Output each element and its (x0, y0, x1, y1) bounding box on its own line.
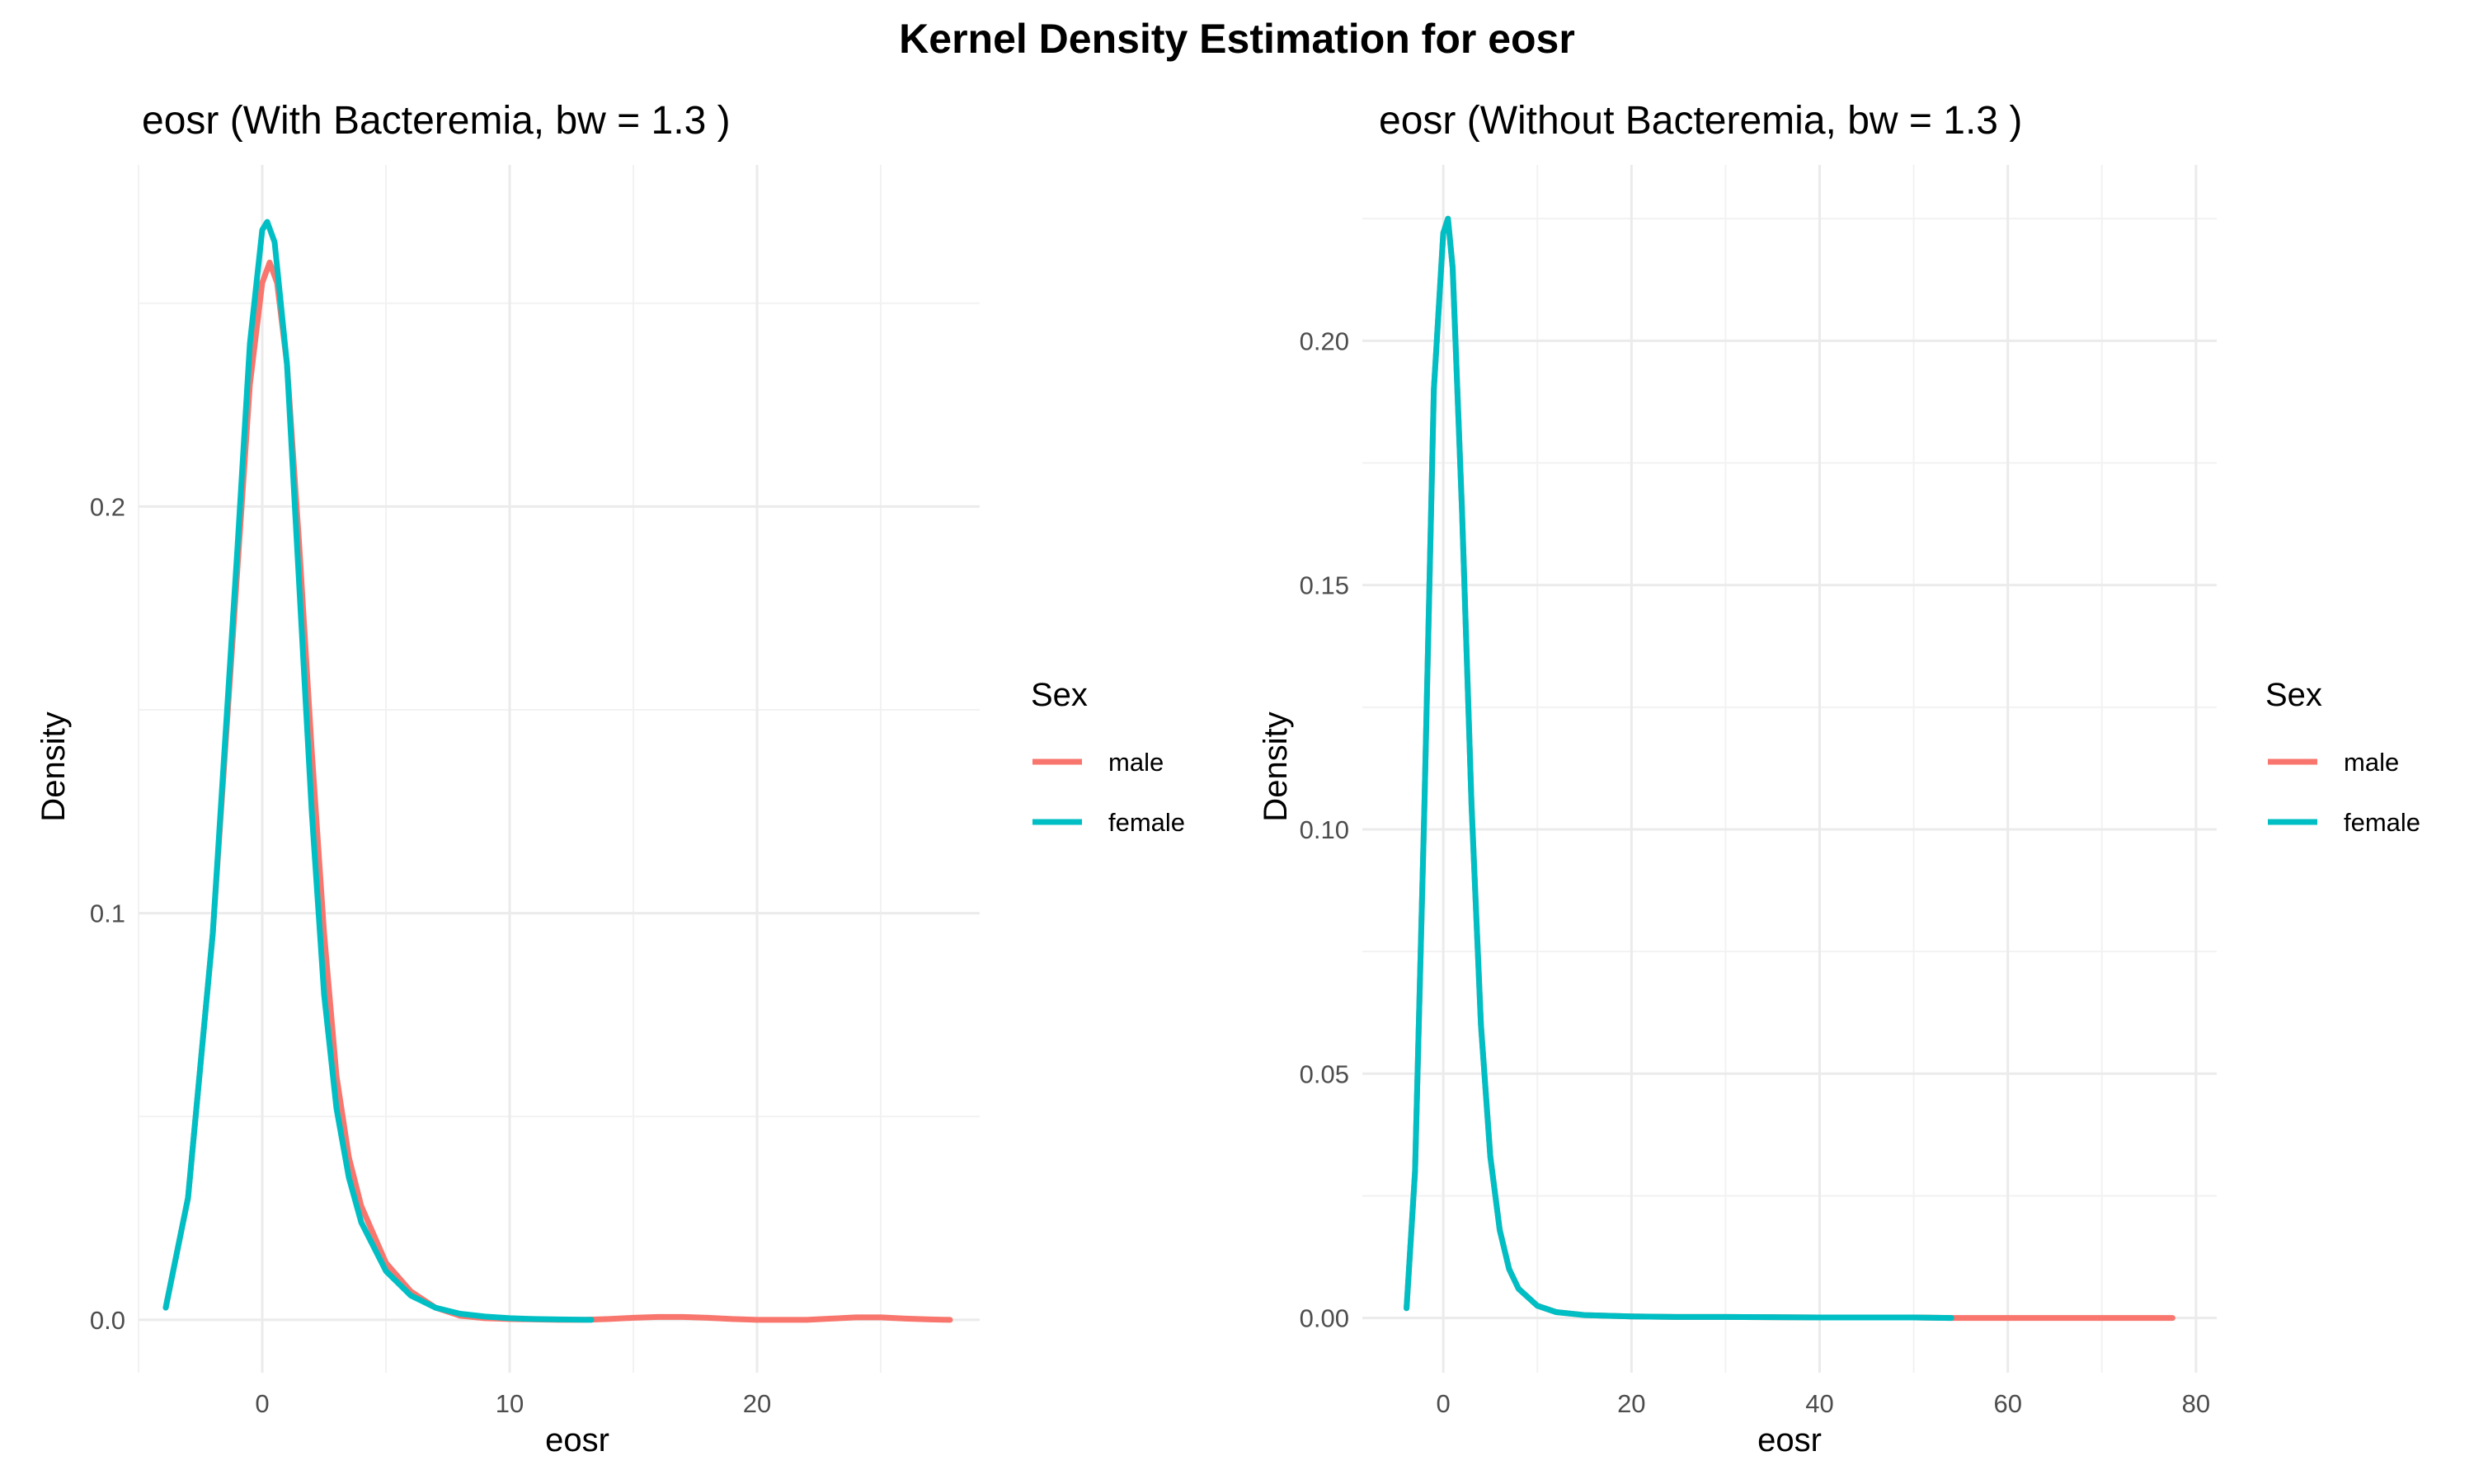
x-tick-label: 0 (1436, 1389, 1450, 1418)
panel-title: eosr (Without Bacteremia, bw = 1.3 ) (1379, 99, 2022, 143)
x-tick-label: 20 (743, 1389, 771, 1418)
x-tick-label: 10 (496, 1389, 524, 1418)
y-tick-label: 0.20 (1300, 326, 1349, 355)
y-axis-title: Density (1258, 711, 1294, 821)
x-axis-title: eosr (1757, 1422, 1822, 1458)
x-tick-label: 80 (2182, 1389, 2210, 1418)
legend-title: Sex (2265, 677, 2322, 713)
x-tick-label: 0 (255, 1389, 269, 1418)
legend-label-male: male (1108, 748, 1164, 777)
y-tick-label: 0.15 (1300, 571, 1349, 600)
panel-with-bacteremia: eosr (With Bacteremia, bw = 1.3 ) 0 10 200… (35, 99, 1185, 1458)
tick-labels: 0 10 20 0.0 0.1 0.2 (90, 492, 771, 1418)
legend-title: Sex (1031, 677, 1088, 713)
x-tick-label: 20 (1617, 1389, 1645, 1418)
density-curves (1404, 215, 2175, 1322)
panel-title: eosr (With Bacteremia, bw = 1.3 ) (142, 99, 731, 143)
density-curves (162, 218, 953, 1323)
x-tick-label: 60 (1993, 1389, 2021, 1418)
gridlines (1362, 165, 2217, 1373)
y-tick-label: 0.05 (1300, 1059, 1349, 1088)
x-tick-label: 40 (1805, 1389, 1833, 1418)
y-tick-label: 0.1 (90, 899, 125, 928)
tick-labels: 0 20 40 60 80 0.00 0.05 0.10 0.15 0.20 (1300, 326, 2210, 1418)
legend: Sex male female (1031, 677, 1185, 837)
legend: Sex male female (2265, 677, 2420, 837)
legend-label-female: female (2344, 808, 2420, 837)
legend-label-female: female (1108, 808, 1185, 837)
density-curve-female (1404, 215, 1954, 1322)
x-axis-title: eosr (545, 1422, 609, 1458)
density-curve-female (162, 218, 595, 1323)
legend-label-male: male (2344, 748, 2399, 777)
y-tick-label: 0.0 (90, 1306, 125, 1335)
y-tick-label: 0.00 (1300, 1304, 1349, 1333)
panel-without-bacteremia: eosr (Without Bacteremia, bw = 1.3 ) 0 20… (1258, 99, 2420, 1458)
y-tick-label: 0.10 (1300, 815, 1349, 844)
figure-title: Kernel Density Estimation for eosr (899, 16, 1575, 62)
y-tick-label: 0.2 (90, 492, 125, 521)
y-axis-title: Density (35, 711, 72, 821)
